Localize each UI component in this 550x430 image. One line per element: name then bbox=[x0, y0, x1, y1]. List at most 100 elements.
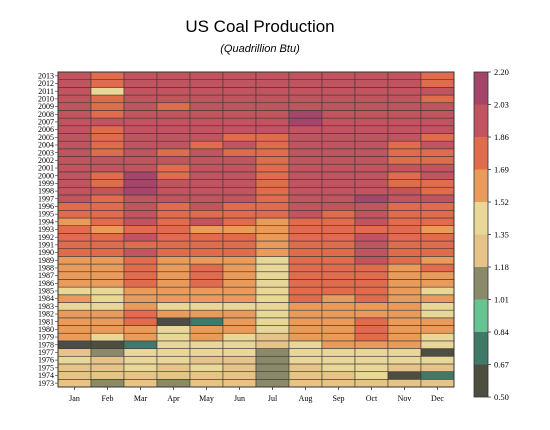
y-axis: 1973197419751976197719781979198019811982… bbox=[38, 71, 58, 388]
heatmap-cell bbox=[90, 186, 125, 196]
y-tick-label: 2011 bbox=[38, 87, 54, 96]
heatmap-cell bbox=[90, 117, 125, 127]
heatmap-cell bbox=[57, 209, 92, 219]
heatmap-cell bbox=[189, 110, 224, 119]
heatmap-cell bbox=[321, 87, 356, 96]
heatmap-cell bbox=[57, 240, 92, 250]
y-tick-label: 1986 bbox=[38, 279, 54, 288]
heatmap-cell bbox=[354, 79, 389, 88]
y-tick-label: 1995 bbox=[38, 210, 54, 219]
heatmap-cell bbox=[123, 209, 158, 219]
colorbar-tick-label: 0.84 bbox=[494, 327, 510, 337]
heatmap-cell bbox=[189, 209, 224, 219]
heatmap-cell bbox=[387, 171, 422, 180]
x-tick-label: Oct bbox=[366, 394, 378, 403]
heatmap-cell bbox=[288, 79, 323, 88]
heatmap-cell bbox=[288, 71, 323, 80]
x-tick-label: Nov bbox=[398, 394, 412, 403]
heatmap-cell bbox=[387, 286, 422, 296]
heatmap-cell bbox=[57, 302, 92, 311]
heatmap-cell bbox=[189, 325, 224, 334]
heatmap-cell bbox=[420, 340, 455, 349]
heatmap-cell bbox=[354, 217, 389, 226]
heatmap-cell bbox=[222, 240, 257, 250]
heatmap-cell bbox=[57, 286, 92, 296]
heatmap-cell bbox=[321, 156, 356, 165]
heatmap-cell bbox=[321, 271, 356, 280]
heatmap-cell bbox=[90, 363, 125, 372]
heatmap-cell bbox=[354, 171, 389, 180]
chart-subtitle: (Quadrillion Btu) bbox=[220, 43, 300, 55]
y-tick-label: 2009 bbox=[38, 102, 54, 111]
heatmap-cell bbox=[255, 71, 290, 80]
heatmap-cell bbox=[387, 94, 422, 104]
y-tick-label: 1977 bbox=[38, 348, 54, 357]
heatmap-cell bbox=[255, 371, 290, 380]
heatmap-cell bbox=[420, 363, 455, 372]
heatmap-cell bbox=[189, 117, 224, 127]
heatmap-cell bbox=[90, 355, 125, 365]
heatmap-cell bbox=[123, 279, 158, 288]
heatmap-cell bbox=[57, 371, 92, 380]
heatmap-cell bbox=[156, 302, 191, 311]
heatmap-cell bbox=[387, 140, 422, 150]
heatmap-cell bbox=[90, 240, 125, 250]
heatmap-cell bbox=[255, 102, 290, 111]
heatmap-cell bbox=[156, 171, 191, 180]
y-tick-label: 1984 bbox=[38, 294, 54, 303]
heatmap-cell bbox=[189, 286, 224, 296]
heatmap-cell bbox=[189, 125, 224, 134]
heatmap-cell bbox=[420, 302, 455, 311]
heatmap-cell bbox=[354, 302, 389, 311]
heatmap-cell bbox=[156, 294, 191, 303]
heatmap-cell bbox=[222, 302, 257, 311]
heatmap-cell bbox=[189, 379, 224, 388]
heatmap-cell bbox=[420, 125, 455, 134]
heatmap-cell bbox=[222, 186, 257, 196]
heatmap-cell bbox=[57, 233, 92, 242]
heatmap-cell bbox=[90, 156, 125, 165]
heatmap-cell bbox=[57, 179, 92, 188]
heatmap-cell bbox=[288, 87, 323, 96]
heatmap-cell bbox=[57, 202, 92, 211]
heatmap-cell bbox=[222, 363, 257, 372]
heatmap-cell bbox=[222, 256, 257, 265]
heatmap-cell bbox=[222, 279, 257, 288]
heatmap-cell bbox=[288, 179, 323, 188]
heatmap-cell bbox=[288, 279, 323, 288]
heatmap-cell bbox=[123, 194, 158, 203]
heatmap-cell bbox=[222, 271, 257, 280]
heatmap-cell bbox=[123, 225, 158, 234]
heatmap-cell bbox=[222, 194, 257, 203]
heatmap-cells bbox=[57, 71, 455, 388]
heatmap-cell bbox=[288, 209, 323, 219]
heatmap-cell bbox=[387, 325, 422, 334]
heatmap-cell bbox=[354, 110, 389, 119]
heatmap-cell bbox=[321, 355, 356, 365]
heatmap-cell bbox=[123, 302, 158, 311]
y-tick-label: 2002 bbox=[38, 156, 54, 165]
heatmap-cell bbox=[156, 263, 191, 273]
heatmap-cell bbox=[189, 71, 224, 80]
heatmap-cell bbox=[255, 309, 290, 319]
heatmap-cell bbox=[387, 263, 422, 273]
heatmap-cell bbox=[387, 202, 422, 211]
heatmap-cell bbox=[222, 202, 257, 211]
heatmap-cell bbox=[420, 94, 455, 104]
heatmap-cell bbox=[156, 148, 191, 157]
y-tick-label: 2004 bbox=[38, 141, 54, 150]
heatmap-cell bbox=[321, 186, 356, 196]
colorbar-band bbox=[474, 169, 488, 202]
heatmap-cell bbox=[90, 256, 125, 265]
heatmap-cell bbox=[420, 217, 455, 226]
heatmap-cell bbox=[222, 332, 257, 342]
y-tick-label: 1996 bbox=[38, 202, 54, 211]
heatmap-cell bbox=[123, 133, 158, 142]
colorbar: 0.50 0.67 0.84 1.01 1.18 1.35 1.52 1.69 1.86 2.03… bbox=[473, 67, 510, 402]
heatmap-cell bbox=[156, 156, 191, 165]
heatmap-cell bbox=[57, 171, 92, 180]
y-tick-label: 2003 bbox=[38, 148, 54, 157]
heatmap-cell bbox=[222, 379, 257, 388]
heatmap-cell bbox=[288, 94, 323, 104]
heatmap-cell bbox=[222, 225, 257, 234]
